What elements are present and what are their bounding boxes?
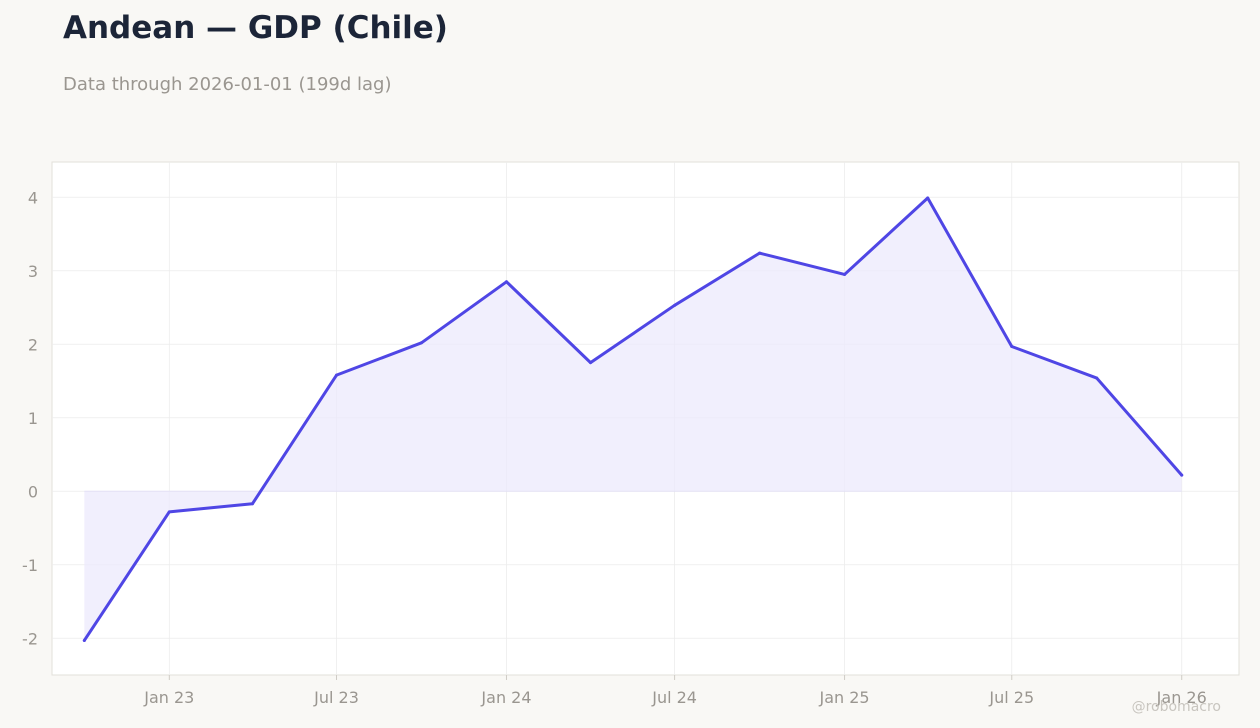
data-point bbox=[335, 373, 339, 377]
data-point bbox=[1180, 473, 1184, 477]
data-point bbox=[167, 510, 171, 514]
y-tick-label: 4 bbox=[28, 188, 38, 207]
y-tick-label: -2 bbox=[22, 629, 38, 648]
data-point bbox=[419, 341, 423, 345]
data-point bbox=[82, 638, 86, 642]
chart-subtitle: Data through 2026-01-01 (199d lag) bbox=[63, 74, 392, 95]
x-tick-label: Jan 24 bbox=[480, 688, 531, 707]
series-line bbox=[82, 196, 1184, 642]
x-tick-label: Jan 26 bbox=[1156, 688, 1207, 707]
data-point bbox=[1010, 344, 1014, 348]
watermark: @robomacro bbox=[1132, 699, 1221, 715]
data-point bbox=[250, 502, 254, 506]
data-point bbox=[1095, 376, 1099, 380]
data-point bbox=[926, 196, 930, 200]
x-tick-label: Jan 23 bbox=[143, 688, 194, 707]
chart-title: Andean — GDP (Chile) bbox=[63, 10, 448, 46]
series-area bbox=[84, 198, 1182, 641]
y-tick-label: -1 bbox=[22, 556, 38, 575]
y-tick-label: 1 bbox=[28, 409, 38, 428]
data-point bbox=[504, 280, 508, 284]
data-point bbox=[673, 303, 677, 307]
data-point bbox=[589, 361, 593, 365]
data-point bbox=[843, 272, 847, 276]
x-tick-label: Jan 25 bbox=[819, 688, 870, 707]
x-tick-label: Jul 23 bbox=[313, 688, 359, 707]
x-tick-label: Jul 24 bbox=[651, 688, 697, 707]
y-tick-label: 0 bbox=[28, 482, 38, 501]
x-tick-label: Jul 25 bbox=[988, 688, 1034, 707]
y-tick-label: 2 bbox=[28, 335, 38, 354]
y-tick-label: 3 bbox=[28, 262, 38, 281]
data-point bbox=[758, 251, 762, 255]
